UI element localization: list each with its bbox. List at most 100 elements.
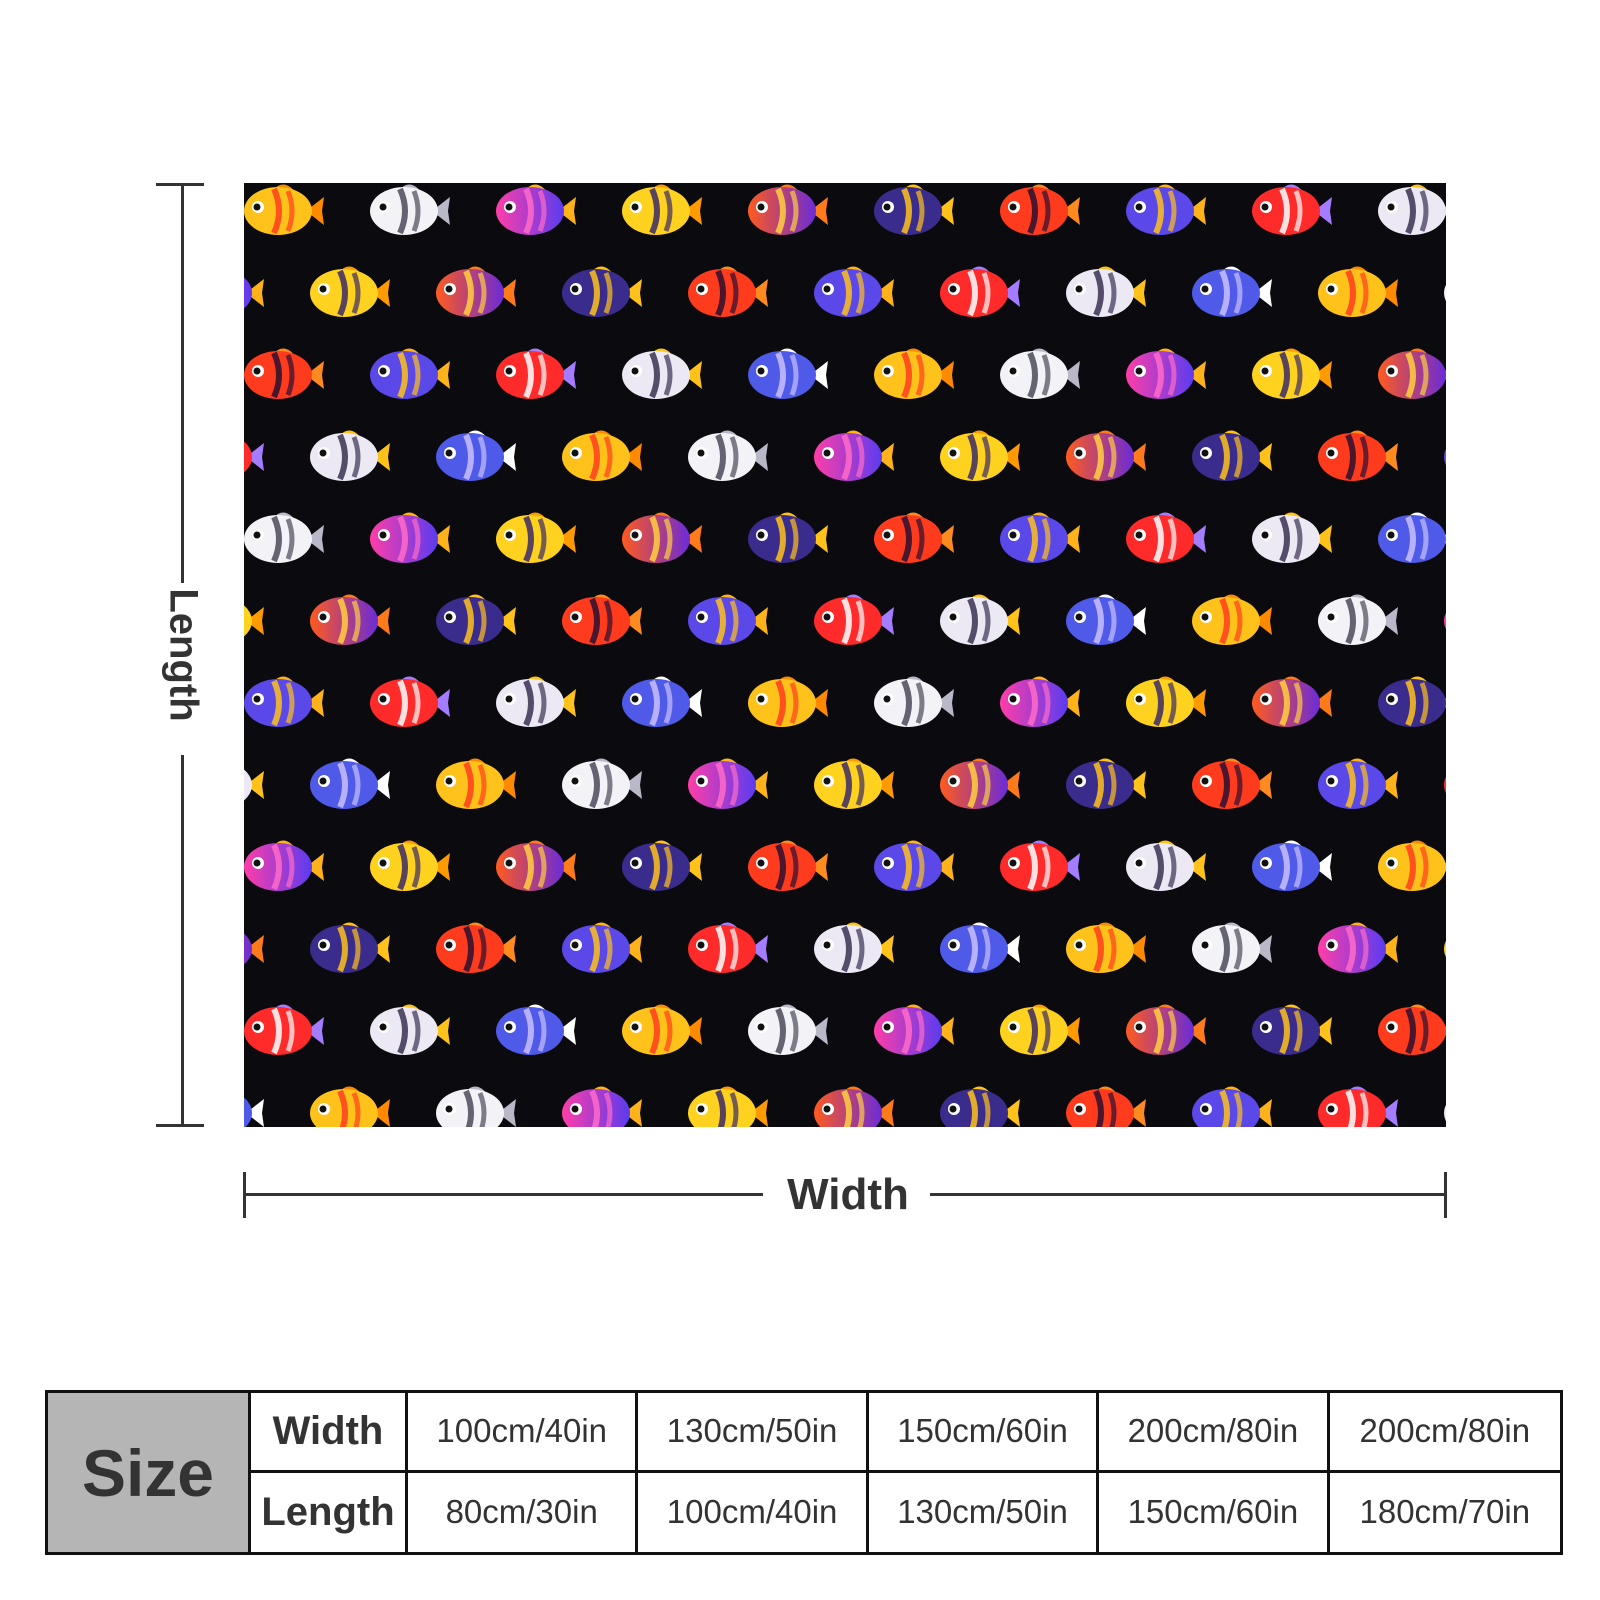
table-cell: 180cm/70in — [1359, 1493, 1531, 1531]
fish-icon — [436, 922, 516, 973]
fish-icon — [244, 933, 264, 965]
fish-icon — [436, 758, 516, 809]
fish-icon — [496, 1004, 576, 1055]
fish-icon — [436, 266, 516, 317]
fish-icon — [244, 277, 264, 309]
fish-icon — [940, 922, 1020, 973]
table-cell: 150cm/60in — [868, 1393, 1100, 1473]
fish-icon — [1192, 594, 1272, 645]
fish-icon — [370, 1004, 450, 1055]
fish-icon — [1126, 184, 1206, 235]
fish-icon — [1318, 758, 1398, 809]
fish-icon — [1126, 1004, 1206, 1055]
fish-icon — [874, 512, 954, 563]
length-line-top — [181, 183, 184, 583]
length-bottom-cap — [156, 1124, 204, 1127]
fish-icon — [244, 1004, 324, 1055]
fish-icon — [1252, 512, 1332, 563]
fish-icon — [814, 758, 894, 809]
fish-icon — [562, 922, 642, 973]
fish-icon — [310, 430, 390, 481]
fish-icon — [1192, 266, 1272, 317]
fish-icon — [1066, 430, 1146, 481]
fish-icon — [562, 1086, 642, 1127]
fish-icon — [1252, 1004, 1332, 1055]
table-cell: 100cm/40in — [408, 1393, 639, 1473]
fish-icon — [748, 676, 828, 727]
fish-icon — [622, 512, 702, 563]
table-cell: 130cm/50in — [869, 1472, 1100, 1552]
fish-icon — [370, 184, 450, 235]
fish-icon — [814, 430, 894, 481]
fish-icon — [244, 512, 324, 563]
fish-icon — [244, 441, 264, 473]
fish-icon — [1444, 448, 1446, 466]
fish-icon — [1444, 776, 1446, 794]
row-label-length: Length — [251, 1472, 408, 1552]
fish-icon — [1378, 184, 1446, 235]
width-right-cap — [1444, 1172, 1447, 1218]
fish-icon — [1444, 284, 1446, 302]
fish-icon — [814, 266, 894, 317]
fish-icon — [1192, 430, 1272, 481]
table-cell: 200cm/80in — [1329, 1393, 1560, 1473]
fish-icon — [1444, 1104, 1446, 1122]
fish-icon — [1318, 594, 1398, 645]
fish-icon — [370, 840, 450, 891]
fish-icon — [1126, 512, 1206, 563]
fish-icon — [1000, 348, 1080, 399]
fish-icon — [814, 594, 894, 645]
fish-icon — [310, 266, 390, 317]
fish-icon — [1378, 512, 1446, 563]
fish-icon — [1126, 840, 1206, 891]
row-label-width: Width — [251, 1393, 408, 1473]
fish-icon — [1066, 1086, 1146, 1127]
fish-icon — [1252, 840, 1332, 891]
fish-icon — [1000, 840, 1080, 891]
fish-icon — [688, 266, 768, 317]
fish-icon — [436, 430, 516, 481]
fish-icon — [1252, 676, 1332, 727]
fish-icon — [940, 1086, 1020, 1127]
fish-icon — [1378, 1004, 1446, 1055]
fish-icon — [1000, 184, 1080, 235]
width-label: Width — [787, 1170, 909, 1219]
fish-icon — [622, 840, 702, 891]
fish-icon — [310, 922, 390, 973]
fish-icon — [496, 676, 576, 727]
fish-icon — [496, 184, 576, 235]
fish-icon — [436, 1086, 516, 1127]
blanket-image — [244, 183, 1446, 1127]
fish-icon — [496, 348, 576, 399]
fish-icon — [940, 266, 1020, 317]
fish-icon — [562, 594, 642, 645]
fish-icon — [1378, 840, 1446, 891]
fish-icon — [310, 758, 390, 809]
table-cell: 150cm/60in — [1099, 1472, 1330, 1552]
fish-icon — [562, 266, 642, 317]
fish-icon — [748, 512, 828, 563]
fish-icon — [748, 184, 828, 235]
fish-icon — [940, 430, 1020, 481]
fish-icon — [1066, 594, 1146, 645]
fish-icon — [1252, 184, 1332, 235]
fish-icon — [622, 348, 702, 399]
fish-icon — [1000, 676, 1080, 727]
fish-icon — [874, 184, 954, 235]
fish-icon — [1126, 676, 1206, 727]
fish-icon — [1066, 758, 1146, 809]
fish-icon — [244, 676, 324, 727]
fish-pattern-icon — [244, 184, 1446, 1127]
table-cell: 200cm/80in — [1099, 1393, 1330, 1473]
fish-icon — [688, 922, 768, 973]
fish-icon — [622, 1004, 702, 1055]
fish-icon — [1192, 922, 1272, 973]
fish-icon — [874, 1004, 954, 1055]
fish-icon — [874, 348, 954, 399]
fish-icon — [370, 512, 450, 563]
fish-icon — [496, 840, 576, 891]
fish-icon — [496, 512, 576, 563]
fish-icon — [688, 1086, 768, 1127]
fish-icon — [814, 922, 894, 973]
fish-icon — [1126, 348, 1206, 399]
